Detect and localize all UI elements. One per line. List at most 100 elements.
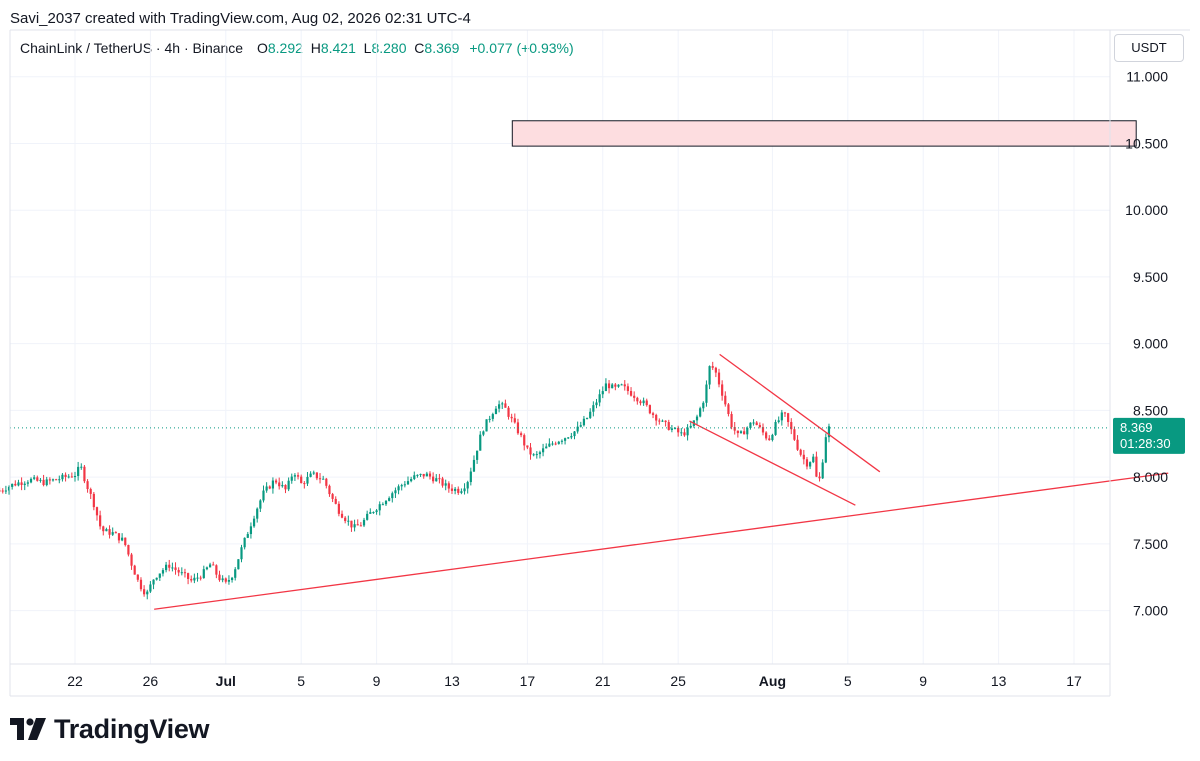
candle-body: [61, 474, 64, 480]
trendlines: [10, 353, 1169, 610]
candle-body: [300, 476, 303, 484]
candle-body: [340, 513, 344, 518]
candle-body: [513, 418, 516, 423]
candle-body: [815, 456, 818, 477]
candle-body: [576, 426, 579, 432]
candle-body: [673, 427, 677, 429]
trendline-3[interactable]: [689, 420, 856, 506]
candle-body: [369, 512, 372, 514]
candle-body: [58, 479, 61, 481]
symbol-legend: ChainLink / TetherUS · 4h · Binance O8.2…: [20, 40, 574, 56]
candle-body: [560, 440, 564, 442]
candle-body: [180, 572, 183, 574]
candle-body: [717, 372, 721, 385]
candle-body: [347, 520, 350, 522]
currency-selector[interactable]: USDT: [1114, 34, 1184, 62]
candle-body: [290, 476, 293, 481]
candle-body: [199, 577, 202, 579]
candle-body: [796, 439, 799, 450]
price-tick-label: 9.000: [1133, 336, 1168, 352]
trendline-2[interactable]: [719, 353, 881, 473]
tradingview-logo: TradingView: [10, 712, 210, 746]
candle-body: [818, 476, 821, 479]
price-tick-label: 9.500: [1133, 269, 1168, 285]
candle-body: [636, 397, 639, 402]
time-tick-label: Aug: [759, 673, 786, 689]
candle-body: [809, 462, 812, 467]
candle-body: [1, 490, 4, 492]
candle-body: [111, 532, 114, 535]
candle-body: [469, 471, 472, 483]
candle-body: [482, 431, 485, 435]
candle-body: [438, 478, 441, 480]
candle-body: [406, 481, 410, 485]
candle-body: [563, 438, 567, 441]
candle-body: [39, 479, 42, 481]
candle-body: [724, 395, 727, 405]
candle-body: [661, 420, 664, 422]
candle-body: [11, 483, 14, 487]
candle-body: [529, 447, 532, 455]
candle-body: [538, 452, 542, 455]
candle-body: [296, 475, 300, 477]
candle-body: [171, 567, 174, 569]
candle-body: [765, 432, 768, 439]
candle-body: [196, 577, 199, 579]
candle-body: [752, 422, 755, 424]
low-label: L: [363, 40, 372, 56]
candle-body: [77, 466, 80, 476]
candle-body: [168, 564, 171, 568]
candle-body: [664, 420, 667, 423]
candle-body: [161, 570, 165, 574]
candle-body: [787, 413, 790, 423]
close-value: 8.369: [424, 40, 460, 56]
candle-body: [262, 490, 265, 501]
candle-body: [736, 430, 739, 434]
time-tick-label: 22: [67, 673, 83, 689]
candle-body: [705, 384, 708, 403]
candle-body: [780, 412, 783, 421]
candle-body: [444, 483, 447, 486]
symbol-title[interactable]: ChainLink / TetherUS · 4h · Binance: [20, 40, 244, 56]
candle-body: [284, 484, 287, 490]
candle-body: [708, 366, 711, 385]
candle-body: [130, 554, 133, 566]
price-tick-label: 8.500: [1133, 402, 1168, 418]
candle-body: [639, 401, 642, 404]
candle-body: [73, 475, 77, 478]
candle-body: [378, 504, 381, 511]
candle-body: [585, 417, 589, 419]
resistance-zone[interactable]: [511, 120, 1137, 147]
candle-body: [114, 532, 117, 534]
candle-body: [746, 427, 749, 435]
candle-body: [680, 432, 683, 434]
candle-body: [501, 403, 504, 405]
candle-body: [83, 466, 86, 482]
price-chart[interactable]: 7.000 7.500 8.000 8.500 9.000 9.500 10.000 10.5…: [0, 0, 1200, 700]
price-tick-label: 10.500: [1125, 135, 1168, 151]
time-tick-label: 9: [373, 673, 381, 689]
candle-body: [463, 488, 466, 492]
candle-body: [774, 422, 777, 435]
candle-body: [246, 534, 249, 538]
candle-body: [812, 456, 815, 463]
candle-body: [554, 443, 557, 445]
candle-body: [400, 485, 403, 487]
candle-body: [432, 476, 435, 482]
candle-body: [139, 579, 143, 590]
candle-body: [768, 438, 771, 441]
last-price-tag-group: 8.369 01:28:30: [1113, 417, 1185, 454]
candle-body: [739, 431, 743, 434]
candle-body: [504, 403, 507, 408]
trendline-1[interactable]: [154, 472, 1169, 610]
candle-body: [595, 402, 598, 406]
time-tick-label: 25: [670, 673, 686, 689]
candle-body: [249, 526, 253, 535]
candle-body: [827, 426, 831, 438]
candle-body: [359, 525, 362, 527]
candle-body: [218, 574, 221, 581]
axes: 7.000 7.500 8.000 8.500 9.000 9.500 10.000 10.5…: [9, 29, 1190, 697]
candle-body: [541, 448, 545, 453]
candle-body: [146, 591, 149, 595]
candle-body: [281, 484, 284, 487]
